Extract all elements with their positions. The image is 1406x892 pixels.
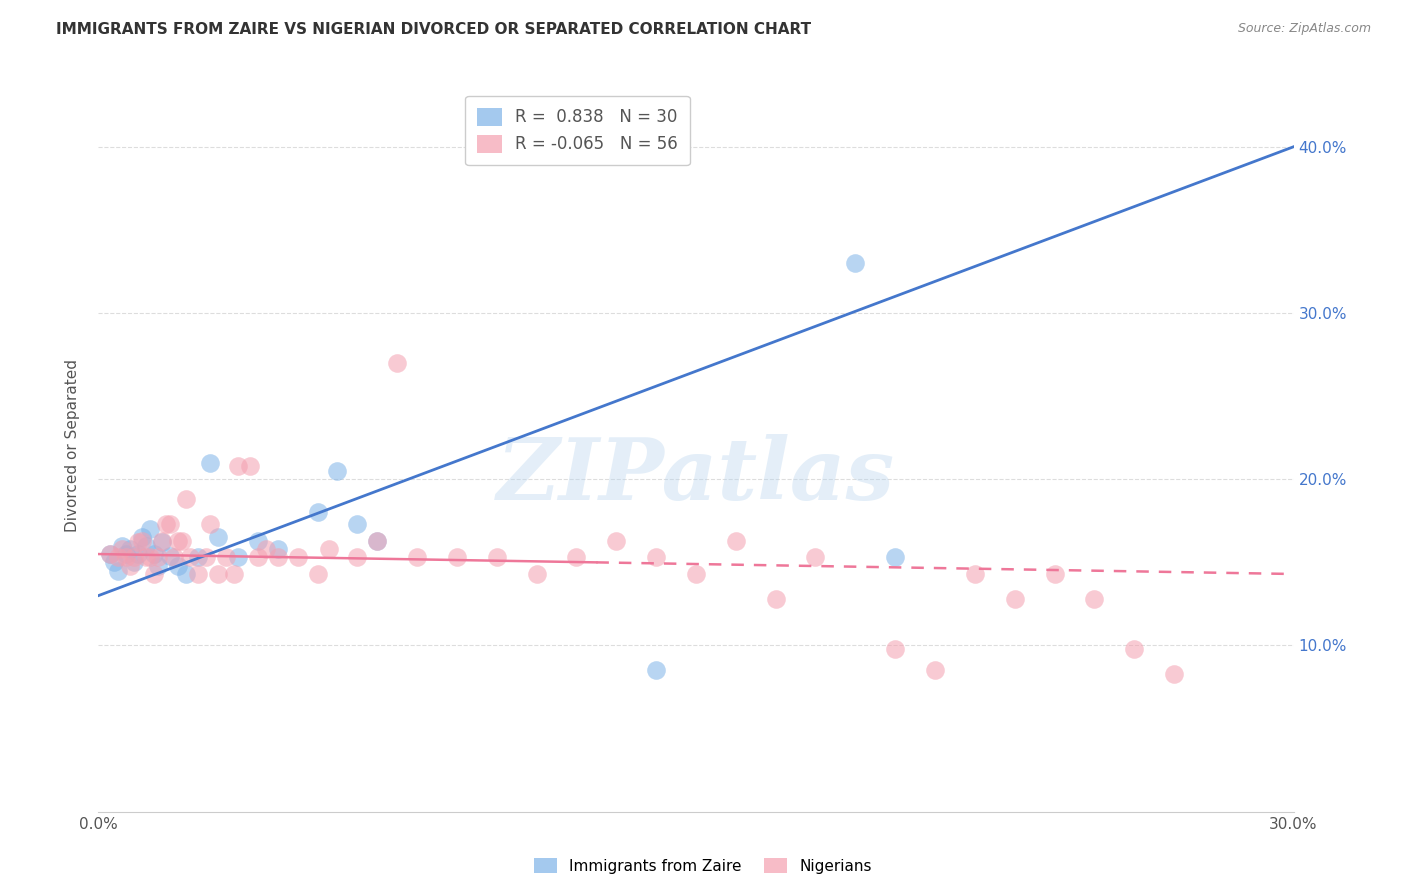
Point [226, 458, 249, 473]
Point [124, 550, 146, 565]
Point [198, 517, 221, 532]
Point [163, 550, 186, 565]
Point [120, 558, 142, 573]
Point [246, 550, 269, 565]
Point [131, 533, 153, 548]
Point [884, 641, 907, 656]
Point [226, 550, 249, 565]
Point [366, 533, 388, 548]
Point [1083, 591, 1105, 606]
Legend: Immigrants from Zaire, Nigerians: Immigrants from Zaire, Nigerians [527, 852, 879, 880]
Point [107, 550, 129, 565]
Point [115, 550, 138, 565]
Point [963, 567, 986, 582]
Point [1043, 567, 1066, 582]
Point [254, 542, 277, 557]
Point [406, 550, 429, 565]
Point [645, 664, 668, 678]
Point [103, 555, 125, 569]
Point [804, 550, 827, 565]
Point [385, 356, 409, 370]
Point [346, 517, 368, 532]
Point [326, 464, 349, 478]
Point [318, 542, 340, 557]
Point [346, 550, 368, 565]
Point [565, 550, 588, 565]
Point [131, 530, 153, 544]
Point [98, 547, 122, 561]
Point [215, 550, 238, 565]
Point [844, 256, 866, 270]
Point [287, 550, 309, 565]
Point [267, 542, 290, 557]
Point [685, 567, 707, 582]
Point [127, 547, 149, 561]
Point [446, 550, 468, 565]
Point [159, 549, 181, 563]
Point [179, 550, 201, 565]
Point [139, 522, 162, 536]
Point [222, 567, 245, 582]
Point [198, 456, 221, 470]
Text: Source: ZipAtlas.com: Source: ZipAtlas.com [1237, 22, 1371, 36]
Y-axis label: Divorced or Separated: Divorced or Separated [65, 359, 80, 533]
Point [124, 555, 146, 569]
Point [187, 567, 209, 582]
Point [1004, 591, 1026, 606]
Point [135, 539, 157, 553]
Point [167, 533, 190, 548]
Point [884, 550, 907, 565]
Point [111, 539, 134, 553]
Point [724, 533, 747, 548]
Point [98, 547, 122, 561]
Point [207, 530, 229, 544]
Point [148, 558, 170, 573]
Point [1123, 641, 1146, 656]
Point [167, 558, 190, 573]
Point [366, 533, 388, 548]
Point [150, 535, 173, 549]
Point [115, 547, 138, 561]
Point [127, 535, 149, 549]
Point [143, 567, 166, 582]
Point [207, 567, 229, 582]
Point [159, 517, 181, 532]
Point [139, 550, 162, 565]
Point [135, 550, 157, 565]
Point [172, 533, 194, 548]
Point [120, 542, 142, 557]
Point [174, 567, 197, 582]
Text: ZIPatlas: ZIPatlas [496, 434, 896, 517]
Point [143, 547, 166, 561]
Point [111, 542, 134, 557]
Point [246, 533, 269, 548]
Point [307, 567, 329, 582]
Point [924, 664, 946, 678]
Point [267, 550, 290, 565]
Legend: R =  0.838   N = 30, R = -0.065   N = 56: R = 0.838 N = 30, R = -0.065 N = 56 [465, 96, 690, 165]
Point [645, 550, 668, 565]
Point [150, 533, 173, 548]
Point [195, 550, 218, 565]
Point [107, 564, 129, 578]
Point [239, 458, 262, 473]
Text: IMMIGRANTS FROM ZAIRE VS NIGERIAN DIVORCED OR SEPARATED CORRELATION CHART: IMMIGRANTS FROM ZAIRE VS NIGERIAN DIVORC… [56, 22, 811, 37]
Point [485, 550, 508, 565]
Point [174, 492, 197, 507]
Point [187, 550, 209, 565]
Point [526, 567, 548, 582]
Point [1163, 666, 1185, 681]
Point [605, 533, 627, 548]
Point [765, 591, 787, 606]
Point [148, 550, 170, 565]
Point [307, 506, 329, 520]
Point [155, 517, 177, 532]
